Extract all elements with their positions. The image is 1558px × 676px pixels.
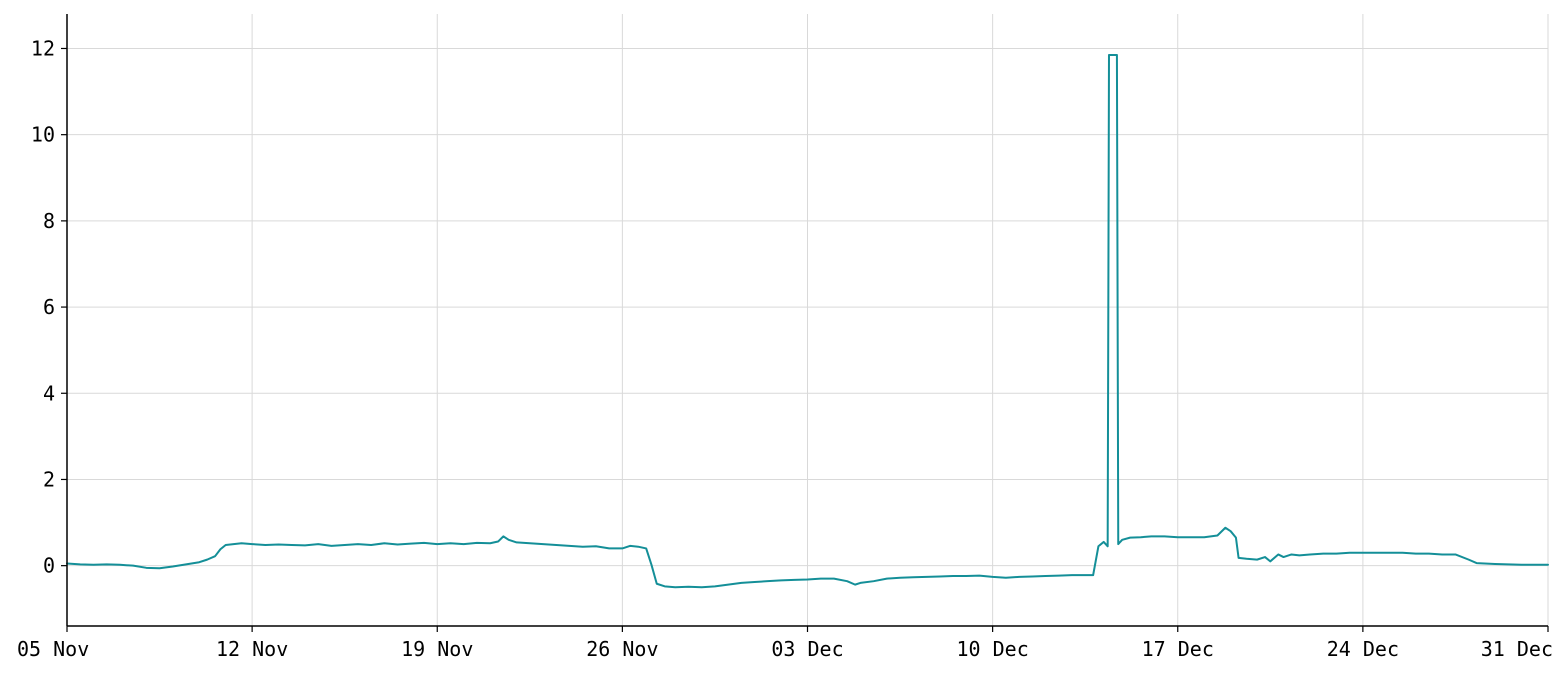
- y-tick-label: 10: [31, 123, 55, 147]
- y-tick-label: 6: [43, 295, 55, 319]
- x-tick-label: 24 Dec: [1327, 637, 1399, 661]
- x-tick-label: 17 Dec: [1142, 637, 1214, 661]
- y-tick-label: 8: [43, 209, 55, 233]
- x-tick-label: 12 Nov: [216, 637, 288, 661]
- x-tick-label: 10 Dec: [957, 637, 1029, 661]
- x-tick-label: 05 Nov: [17, 637, 89, 661]
- timeseries-chart: 05 Nov 12 Nov 19 Nov 26 Nov 03 Dec 10 Dec 17 D…: [0, 0, 1558, 676]
- x-tick-label: 26 Nov: [586, 637, 658, 661]
- y-tick-label: 4: [43, 381, 55, 405]
- chart-svg: 05 Nov 12 Nov 19 Nov 26 Nov 03 Dec 10 Dec 17 D…: [0, 0, 1558, 676]
- y-tick-label: 2: [43, 467, 55, 491]
- y-tick-label: 12: [31, 36, 55, 60]
- x-tick-label: 03 Dec: [771, 637, 843, 661]
- y-tick-label: 0: [43, 554, 55, 578]
- x-tick-label: 19 Nov: [401, 637, 473, 661]
- x-tick-label: 31 Dec: [1481, 637, 1553, 661]
